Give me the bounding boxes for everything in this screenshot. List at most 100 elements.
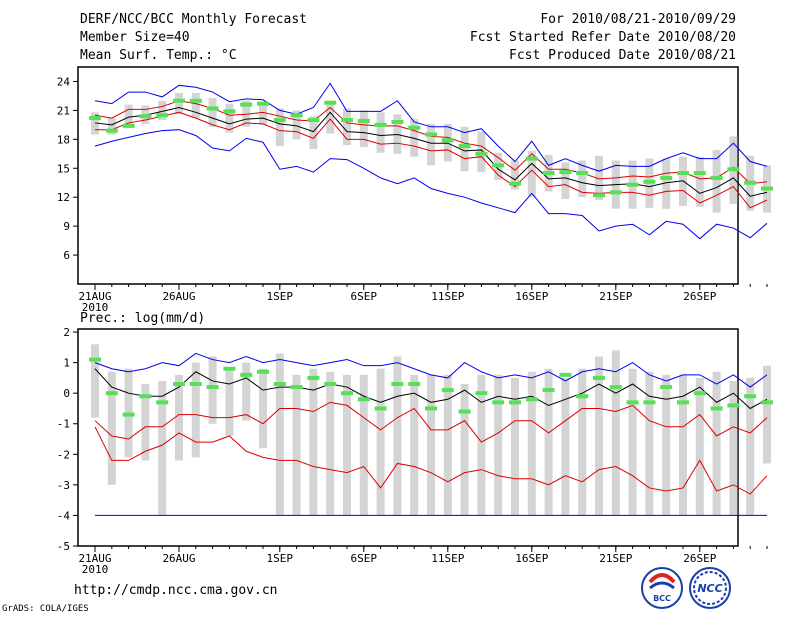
observed-marker <box>727 403 740 408</box>
spread-box <box>427 374 435 516</box>
y-tick-label: 9 <box>63 220 70 233</box>
observed-marker <box>105 128 118 133</box>
spread-box <box>595 356 603 516</box>
observed-marker <box>257 369 269 374</box>
spread-box <box>343 374 351 516</box>
spread-box <box>191 93 200 119</box>
ncc-logo: NCC <box>689 567 731 609</box>
x-tick-label: 16SEP <box>515 290 548 303</box>
website-url[interactable]: http://cmdp.ncc.cma.gov.cn <box>74 583 278 598</box>
spread-box <box>477 374 486 516</box>
x-tick-label: 26AUG <box>162 552 195 565</box>
observed-marker <box>240 372 253 377</box>
observed-marker <box>122 412 135 417</box>
spread-box <box>578 368 587 516</box>
observed-marker <box>290 113 303 118</box>
observed-marker <box>408 125 421 130</box>
spread-box <box>91 344 99 418</box>
observed-marker <box>357 397 370 402</box>
spread-box <box>561 377 570 516</box>
spread-box <box>393 356 402 516</box>
observed-marker <box>761 186 773 191</box>
x-tick-label: 16SEP <box>515 552 548 565</box>
observed-marker <box>643 179 656 184</box>
ensemble-mean-line <box>94 106 768 197</box>
y-tick-label: 1 <box>63 357 70 370</box>
spread-box <box>628 368 637 516</box>
upper-red-line <box>94 401 768 443</box>
x-tick-label: 6SEP <box>351 290 378 303</box>
observed-marker <box>206 106 219 111</box>
observed-marker <box>710 406 723 411</box>
produced-date: Fcst Produced Date 2010/08/21 <box>509 48 736 63</box>
x-tick-label: 11SEP <box>431 552 464 565</box>
observed-marker <box>509 400 521 405</box>
observed-marker <box>273 118 286 123</box>
observed-marker <box>441 138 454 143</box>
spread-box <box>443 374 452 516</box>
observed-marker <box>761 400 773 405</box>
y-tick-label: 2 <box>63 326 70 339</box>
spread-box <box>611 350 620 516</box>
y-tick-label: 18 <box>57 133 70 146</box>
observed-marker <box>425 132 437 137</box>
observed-marker <box>525 156 538 161</box>
observed-marker <box>693 391 706 396</box>
observed-marker <box>139 114 152 119</box>
spread-box <box>679 374 687 516</box>
x-tick-year: 2010 <box>82 301 109 314</box>
observed-marker <box>156 113 169 118</box>
y-tick-label: 24 <box>57 75 71 88</box>
observed-marker <box>189 98 202 103</box>
observed-marker <box>542 171 555 176</box>
spread-box <box>561 162 570 200</box>
observed-marker <box>324 100 337 105</box>
observed-marker <box>223 109 236 114</box>
observed-marker <box>744 394 757 399</box>
spread-box <box>527 150 536 198</box>
ncc-logo-text: NCC <box>697 582 722 595</box>
plot-frame <box>77 328 739 547</box>
observed-marker <box>660 175 673 180</box>
spread-box <box>275 108 284 147</box>
observed-marker <box>542 388 555 393</box>
y-tick-label: -2 <box>57 448 70 461</box>
spread-box <box>662 158 671 209</box>
observed-marker <box>693 171 706 176</box>
bcc-logo-text: BCC <box>653 594 671 603</box>
lower-sd-line <box>95 111 768 209</box>
spread-box <box>410 374 419 516</box>
spread-box <box>460 126 469 172</box>
observed-marker <box>408 382 421 387</box>
observed-marker <box>576 394 589 399</box>
observed-marker <box>173 98 185 103</box>
ensemble-mean-line <box>94 368 768 410</box>
spread-box <box>645 371 654 516</box>
spread-box <box>259 368 267 449</box>
spread-box <box>427 123 435 166</box>
observed-marker <box>593 375 605 380</box>
observed-marker <box>273 382 286 387</box>
spread-box <box>242 362 251 421</box>
observed-marker <box>240 102 253 107</box>
variable-label: Mean Surf. Temp.: °C <box>80 48 237 63</box>
x-tick-label: 21SEP <box>599 552 632 565</box>
spread-box <box>763 365 771 464</box>
spread-box <box>511 377 519 516</box>
spread-box <box>729 380 738 516</box>
observed-marker <box>475 151 488 156</box>
spread-box <box>309 368 318 516</box>
observed-marker <box>139 394 152 399</box>
spread-box <box>695 377 704 516</box>
spread-box <box>107 371 116 485</box>
observed-marker <box>89 357 101 362</box>
spread-box <box>712 149 721 213</box>
observed-marker <box>173 382 185 387</box>
spread-box <box>158 380 167 516</box>
observed-marker <box>374 122 387 127</box>
observed-marker <box>290 385 303 390</box>
observed-marker <box>593 193 605 198</box>
spread-box <box>460 384 469 516</box>
member-size: Member Size=40 <box>80 30 190 45</box>
